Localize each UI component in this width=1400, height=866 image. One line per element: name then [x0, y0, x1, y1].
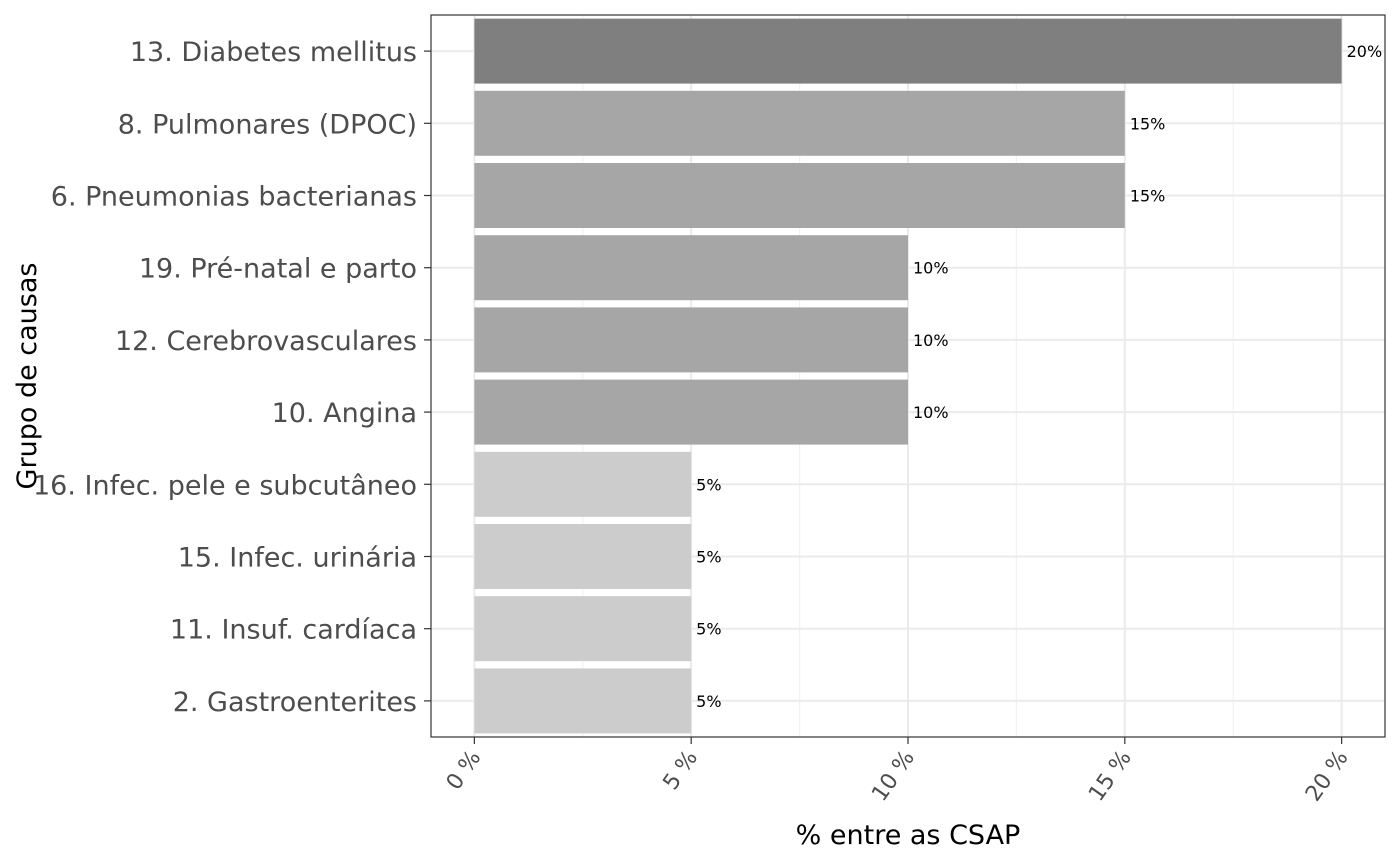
y-tick-label: 10. Angina — [272, 398, 417, 429]
bar-value-label: 20% — [1347, 42, 1383, 61]
x-tick-label: 5 % — [659, 746, 704, 795]
y-tick-label: 8. Pulmonares (DPOC) — [118, 109, 417, 140]
bar-value-label: 10% — [913, 331, 949, 350]
y-tick-label: 11. Insuf. cardíaca — [170, 615, 417, 646]
y-tick-label: 6. Pneumonias bacterianas — [51, 182, 417, 213]
y-tick-label: 15. Infec. urinária — [178, 543, 417, 574]
x-tick-label: 20 % — [1301, 746, 1354, 806]
y-axis-title: Grupo de causas — [12, 263, 43, 490]
x-axis-title: % entre as CSAP — [796, 820, 1021, 851]
bar-value-label: 10% — [913, 259, 949, 278]
bar-value-label: 10% — [913, 403, 949, 422]
x-tick-label: 0 % — [442, 746, 487, 795]
y-tick-label: 2. Gastroenterites — [173, 687, 417, 718]
x-tick-label: 10 % — [867, 746, 920, 806]
y-tick-label: 13. Diabetes mellitus — [130, 37, 417, 68]
y-tick-label: 16. Infec. pele e subcutâneo — [33, 470, 417, 501]
y-tick-label: 19. Pré-natal e parto — [139, 254, 417, 285]
bar-value-label: 15% — [1130, 187, 1166, 206]
bar-value-label: 5% — [696, 548, 721, 567]
bar — [474, 524, 692, 589]
bar — [474, 451, 692, 517]
data-labels: 20% 15% 15% 10% 10% 10% 5% 5% 5% 5% — [696, 42, 1382, 711]
x-axis: 0 % 5 % 10 % 15 % 20 % — [442, 737, 1354, 806]
bar-value-label: 5% — [696, 692, 721, 711]
bar — [474, 235, 908, 301]
bar — [474, 163, 1125, 228]
bar — [474, 668, 692, 734]
x-tick-label: 15 % — [1084, 746, 1137, 806]
bar — [474, 90, 1125, 156]
bar-value-label: 5% — [696, 475, 721, 494]
bar-value-label: 5% — [696, 620, 721, 639]
bar — [474, 379, 908, 445]
bar — [474, 596, 692, 662]
y-axis: 13. Diabetes mellitus 8. Pulmonares (DPOC… — [33, 37, 431, 718]
bar-value-label: 15% — [1130, 114, 1166, 133]
bars — [474, 18, 1342, 734]
bar — [474, 18, 1342, 84]
bar — [474, 307, 908, 373]
y-tick-label: 12. Cerebrovasculares — [115, 326, 417, 357]
